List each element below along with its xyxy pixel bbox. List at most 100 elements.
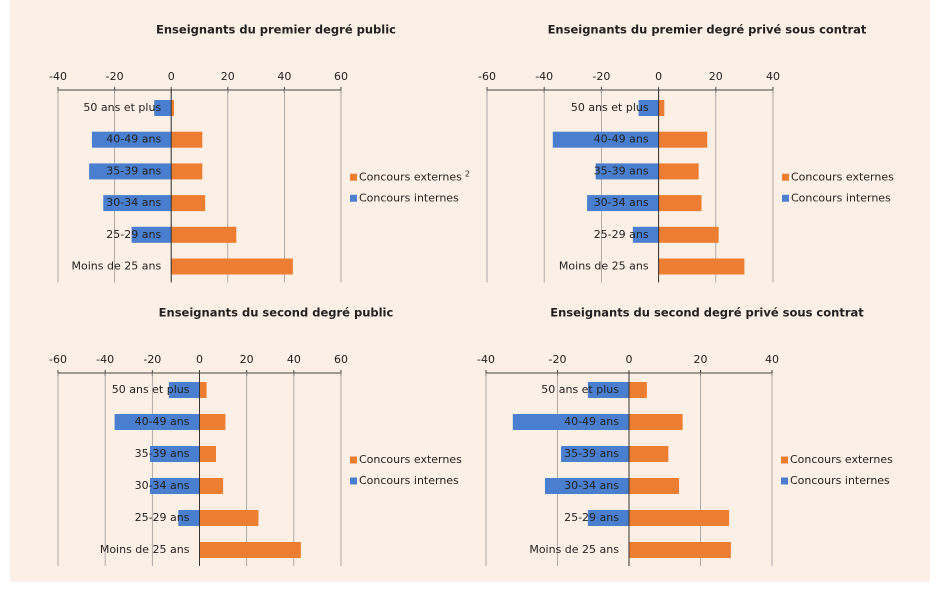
y-tick-label: 40-49 ans xyxy=(564,415,619,428)
y-tick-label: 30-34 ans xyxy=(564,479,619,492)
x-tick-label: 20 xyxy=(709,70,723,83)
background xyxy=(10,0,930,582)
bar xyxy=(629,510,730,526)
bar xyxy=(629,414,683,430)
legend-label: Concours externes 2 xyxy=(359,169,470,184)
legend-name: Concours externes xyxy=(359,170,462,183)
y-tick-label: 25-29 ans xyxy=(106,228,161,241)
x-tick-label: -20 xyxy=(592,70,610,83)
y-tick-label: 40-49 ans xyxy=(135,415,190,428)
legend-label: Concours externes xyxy=(790,453,893,466)
bar xyxy=(154,100,172,116)
bar xyxy=(168,382,200,398)
x-tick-label: 40 xyxy=(287,353,301,366)
x-tick-label: 60 xyxy=(334,353,348,366)
chart-title: Enseignants du premier degré public xyxy=(156,23,396,37)
y-tick-label: Moins de 25 ans xyxy=(559,260,649,273)
legend-note: 2 xyxy=(465,169,470,178)
y-tick-label: 35-39 ans xyxy=(564,447,619,460)
y-tick-label: 25-29 ans xyxy=(135,511,190,524)
bar xyxy=(658,131,708,148)
bar xyxy=(171,163,203,180)
legend-swatch xyxy=(781,456,788,464)
y-tick-label: 35-39 ans xyxy=(594,164,649,177)
chart-title: Enseignants du premier degré privé sous … xyxy=(548,23,867,37)
bar xyxy=(587,382,629,398)
legend-swatch xyxy=(350,456,357,464)
bar xyxy=(199,414,226,430)
bar xyxy=(171,226,237,243)
bar xyxy=(171,195,206,212)
x-tick-label: -60 xyxy=(478,70,496,83)
bar xyxy=(89,163,172,180)
bar xyxy=(632,226,659,243)
x-tick-label: -60 xyxy=(49,353,67,366)
legend-label: Concours internes xyxy=(790,474,890,487)
bar xyxy=(91,131,172,148)
y-tick-label: 35-39 ans xyxy=(135,447,190,460)
x-tick-label: 20 xyxy=(240,353,254,366)
bar xyxy=(587,195,659,212)
bar xyxy=(199,510,259,526)
legend-swatch xyxy=(350,194,357,202)
x-tick-label: -20 xyxy=(106,70,124,83)
y-tick-label: 50 ans et plus xyxy=(83,101,161,114)
x-tick-label: -20 xyxy=(549,353,567,366)
bar xyxy=(149,446,200,462)
legend-name: Concours internes xyxy=(791,191,891,204)
bar xyxy=(561,446,629,462)
y-tick-label: 30-34 ans xyxy=(594,196,649,209)
legend-name: Concours internes xyxy=(359,474,459,487)
x-tick-label: 60 xyxy=(334,70,348,83)
y-tick-label: 50 ans et plus xyxy=(112,383,190,396)
bar xyxy=(552,131,659,148)
legend-name: Concours internes xyxy=(790,474,890,487)
legend-label: Concours internes xyxy=(359,191,459,204)
bar xyxy=(629,382,647,398)
bar xyxy=(629,542,731,558)
x-tick-label: 0 xyxy=(626,353,633,366)
legend-swatch xyxy=(782,173,789,181)
bar xyxy=(199,446,217,462)
legend-name: Concours internes xyxy=(359,191,459,204)
legend-name: Concours externes xyxy=(791,170,894,183)
bar xyxy=(199,478,224,494)
chart-title: Enseignants du second degré public xyxy=(159,306,394,320)
bar xyxy=(171,131,203,148)
y-tick-label: 25-29 ans xyxy=(564,511,619,524)
bar xyxy=(658,163,699,180)
x-tick-label: 40 xyxy=(765,353,779,366)
bar xyxy=(171,100,175,116)
bar xyxy=(103,195,172,212)
bar xyxy=(658,226,719,243)
x-tick-label: 20 xyxy=(694,353,708,366)
x-tick-label: -40 xyxy=(96,353,114,366)
legend-label: Concours internes xyxy=(791,191,891,204)
bar xyxy=(171,258,293,275)
x-tick-label: -40 xyxy=(477,353,495,366)
y-tick-label: Moins de 25 ans xyxy=(529,543,619,556)
bar xyxy=(658,100,665,116)
y-tick-label: 30-34 ans xyxy=(135,479,190,492)
bar xyxy=(199,542,301,558)
bar xyxy=(658,258,745,275)
bar xyxy=(629,478,680,494)
y-tick-label: Moins de 25 ans xyxy=(100,543,190,556)
bar xyxy=(587,510,629,526)
x-tick-label: 20 xyxy=(221,70,235,83)
y-tick-label: 50 ans et plus xyxy=(541,383,619,396)
x-tick-label: 0 xyxy=(655,70,662,83)
bar xyxy=(149,478,200,494)
y-tick-label: 35-39 ans xyxy=(106,164,161,177)
y-tick-label: 30-34 ans xyxy=(106,196,161,209)
legend-swatch xyxy=(350,173,357,181)
y-tick-label: 25-29 ans xyxy=(594,228,649,241)
legend-swatch xyxy=(350,477,357,485)
legend-swatch xyxy=(781,477,788,485)
bar xyxy=(512,414,629,430)
x-tick-label: -20 xyxy=(143,353,161,366)
y-tick-label: 40-49 ans xyxy=(106,133,161,146)
x-tick-label: -40 xyxy=(49,70,67,83)
x-tick-label: 0 xyxy=(196,353,203,366)
